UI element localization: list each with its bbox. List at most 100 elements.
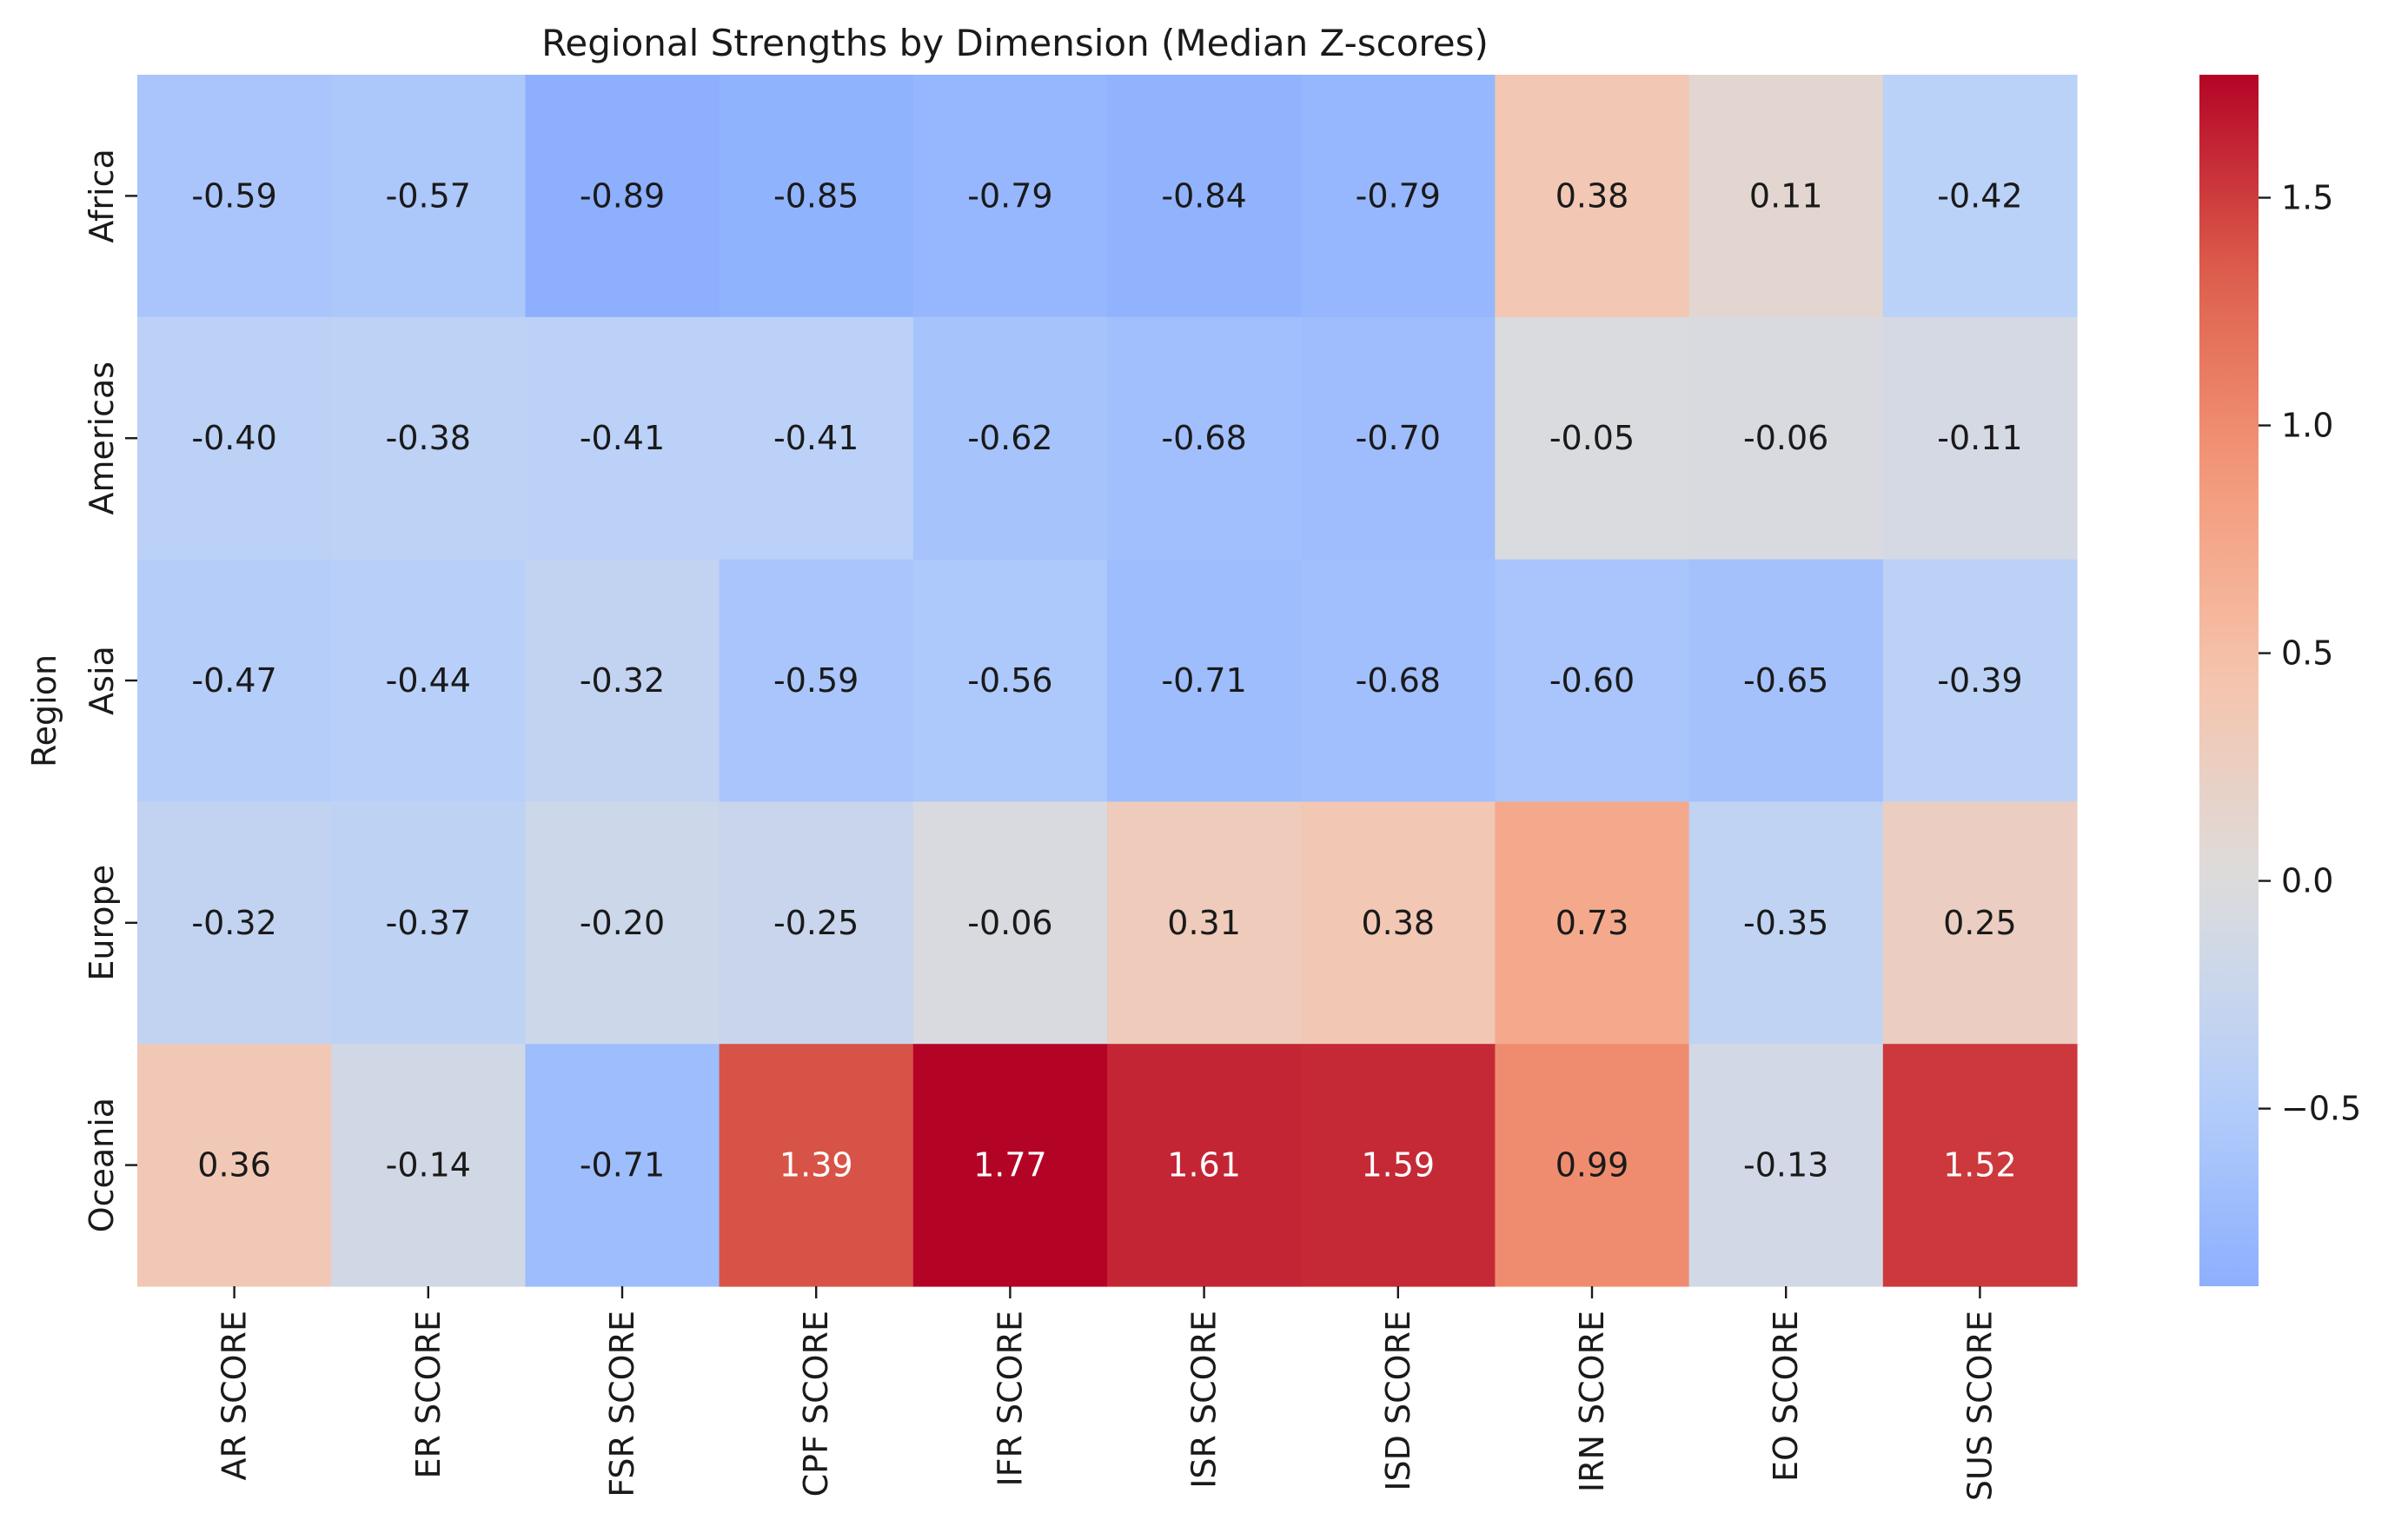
heatmap-cell <box>137 801 332 1045</box>
cell-value-label: -0.06 <box>1743 419 1828 457</box>
cell-value-label: 0.38 <box>1556 176 1629 215</box>
heatmap-cell <box>1301 559 1496 802</box>
heatmap-cell <box>137 559 332 802</box>
heatmap-cell <box>912 316 1108 561</box>
heatmap-cell <box>331 801 526 1045</box>
heatmap-cell <box>1301 1044 1496 1287</box>
y-axis-label: Region <box>25 654 63 767</box>
cell-value-label: 0.25 <box>1943 904 2017 942</box>
y-tick-label: Africa <box>83 149 121 242</box>
heatmap-cell <box>1882 75 2078 318</box>
heatmap-cell <box>1301 316 1496 561</box>
heatmap-cell <box>1882 559 2078 802</box>
y-tick-label: Oceania <box>83 1098 121 1232</box>
cell-value-label: -0.68 <box>1356 661 1441 700</box>
y-axis-ticks: Africa Americas Asia Europe Oceania <box>83 149 137 1232</box>
x-tick-label: ISD SCORE <box>1379 1311 1417 1491</box>
cell-value-label: -0.47 <box>191 661 276 700</box>
cell-value-label: -0.71 <box>580 1146 665 1185</box>
heatmap-cell <box>1495 1044 1690 1287</box>
x-axis-ticks: AR SCORE ER SCORE FSR SCORE CPF SCORE IFR SC… <box>216 1286 1999 1501</box>
heatmap-cell <box>719 75 914 318</box>
colorbar-tick-label: 1.0 <box>2281 407 2333 445</box>
cell-value-label: -0.14 <box>386 1146 471 1185</box>
x-tick-label: CPF SCORE <box>797 1311 835 1497</box>
colorbar-tick-label: 0.0 <box>2281 862 2333 900</box>
x-tick-label: IFR SCORE <box>991 1311 1029 1487</box>
cell-value-label: -0.59 <box>191 176 276 215</box>
cell-value-label: -0.42 <box>1937 176 2022 215</box>
heatmap-cell <box>1107 75 1302 318</box>
heatmap-cell <box>1688 801 1884 1045</box>
heatmap-cell <box>719 559 914 802</box>
heatmap-cell <box>1495 316 1690 561</box>
cell-value-label: -0.70 <box>1356 419 1441 457</box>
cell-value-label: -0.44 <box>386 661 471 700</box>
cell-value-label: -0.60 <box>1549 661 1635 700</box>
heatmap-cell <box>525 559 720 802</box>
cell-value-label: -0.79 <box>1356 176 1441 215</box>
heatmap-cell <box>719 1044 914 1287</box>
heatmap-cell <box>912 801 1108 1045</box>
cell-value-label: -0.06 <box>967 904 1052 942</box>
cell-value-label: 0.99 <box>1556 1146 1629 1185</box>
cell-value-label: -0.65 <box>1743 661 1828 700</box>
heatmap-cell <box>525 801 720 1045</box>
cell-value-label: 0.31 <box>1167 904 1241 942</box>
heatmap-cell <box>1107 559 1302 802</box>
colorbar: −0.5 0.0 0.5 1.0 1.5 <box>2199 75 2361 1286</box>
heatmap-cell <box>1495 559 1690 802</box>
heatmap-cell <box>719 316 914 561</box>
heatmap-cell <box>137 316 332 561</box>
heatmap-cell <box>1688 559 1884 802</box>
cell-value-label: -0.11 <box>1937 419 2022 457</box>
cell-value-label: -0.40 <box>191 419 276 457</box>
cell-value-label: -0.59 <box>773 661 859 700</box>
cell-value-label: -0.89 <box>580 176 665 215</box>
heatmap-cell <box>1882 801 2078 1045</box>
cell-value-label: 1.61 <box>1167 1146 1241 1185</box>
heatmap-cell <box>525 1044 720 1287</box>
cell-value-label: -0.41 <box>580 419 665 457</box>
heatmap-cell <box>1301 801 1496 1045</box>
cell-value-label: 0.11 <box>1749 176 1823 215</box>
heatmap-cell <box>137 1044 332 1287</box>
cell-value-label: -0.25 <box>773 904 859 942</box>
cell-value-labels: -0.59 -0.57 -0.89 -0.85 -0.79 -0.84 -0.79 0.38 0… <box>191 176 2022 1184</box>
cell-value-label: -0.35 <box>1743 904 1828 942</box>
x-tick-label: SUS SCORE <box>1960 1311 1999 1501</box>
heatmap-cell <box>1688 1044 1884 1287</box>
heatmap-cell <box>331 1044 526 1287</box>
y-tick-label: Americas <box>83 362 121 515</box>
cell-value-label: -0.38 <box>386 419 471 457</box>
heatmap-cell <box>525 316 720 561</box>
cell-value-label: 1.39 <box>779 1146 853 1185</box>
x-tick-label: ER SCORE <box>409 1311 448 1478</box>
heatmap-cells <box>137 75 2078 1287</box>
cell-value-label: -0.41 <box>773 419 859 457</box>
cell-value-label: 0.38 <box>1361 904 1435 942</box>
cell-value-label: -0.85 <box>773 176 859 215</box>
x-tick-label: FSR SCORE <box>603 1311 641 1497</box>
cell-value-label: 1.59 <box>1361 1146 1435 1185</box>
cell-value-label: -0.56 <box>967 661 1052 700</box>
cell-value-label: 0.73 <box>1556 904 1629 942</box>
colorbar-tick-label: 1.5 <box>2281 178 2333 216</box>
heatmap-cell <box>1301 75 1496 318</box>
cell-value-label: -0.05 <box>1549 419 1635 457</box>
heatmap-cell <box>912 75 1108 318</box>
colorbar-tick-label: 0.5 <box>2281 634 2333 673</box>
cell-value-label: -0.32 <box>580 661 665 700</box>
cell-value-label: -0.62 <box>967 419 1052 457</box>
heatmap-cell <box>1882 1044 2078 1287</box>
cell-value-label: 1.52 <box>1943 1146 2017 1185</box>
heatmap-cell <box>1495 801 1690 1045</box>
heatmap-cell <box>1495 75 1690 318</box>
cell-value-label: 0.36 <box>197 1146 271 1185</box>
heatmap-cell <box>912 1044 1108 1287</box>
x-tick-label: IRN SCORE <box>1573 1311 1611 1492</box>
heatmap-cell <box>1882 316 2078 561</box>
heatmap-cell <box>137 75 332 318</box>
cell-value-label: -0.68 <box>1161 419 1246 457</box>
chart-title: Regional Strengths by Dimension (Median … <box>541 22 1489 64</box>
